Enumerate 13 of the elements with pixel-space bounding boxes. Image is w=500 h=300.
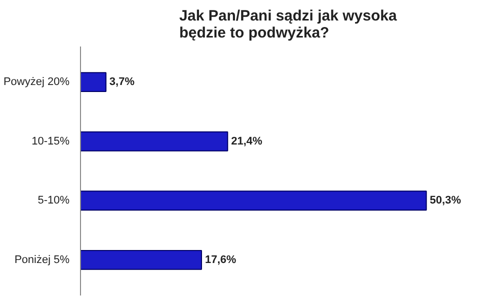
bar <box>80 72 106 92</box>
y-tick-label: Poniżej 5% <box>14 254 70 266</box>
data-label: 17,6% <box>204 254 236 266</box>
bar <box>80 250 202 270</box>
data-label: 50,3% <box>430 194 462 207</box>
bar <box>80 131 228 152</box>
data-label: 3,7% <box>109 76 135 88</box>
y-tick-label: Powyżej 20% <box>3 76 70 88</box>
data-label: 21,4% <box>231 135 262 148</box>
y-tick-label: 10-15% <box>32 135 70 148</box>
bar <box>80 190 427 211</box>
y-tick-label: 5-10% <box>38 194 70 207</box>
chart-title: Jak Pan/Pani sądzi jak wysoka będzie to podwyżka? <box>179 8 398 42</box>
